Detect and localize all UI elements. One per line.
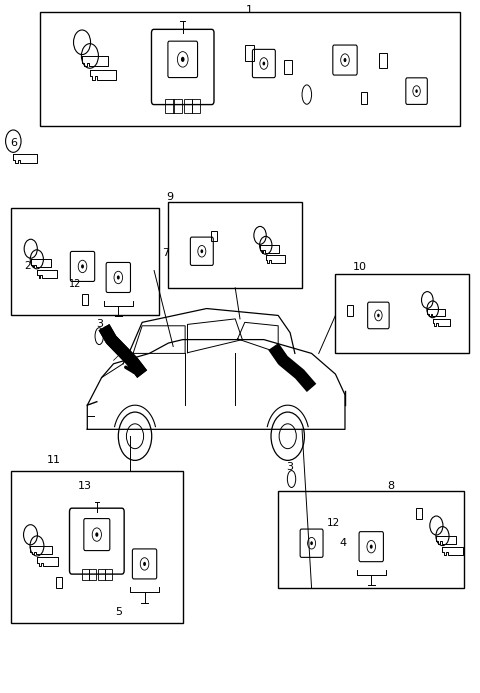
Circle shape [181,57,184,62]
Circle shape [377,314,380,317]
Text: 1: 1 [246,5,253,15]
Bar [379,53,387,67]
Bar [347,305,353,316]
Text: 3: 3 [96,319,103,328]
Bar [11,209,159,315]
Circle shape [81,264,84,268]
Circle shape [263,62,265,65]
Bar [278,491,464,588]
Bar [168,202,302,288]
Text: 13: 13 [78,481,92,491]
Text: 11: 11 [47,455,61,466]
Circle shape [415,89,418,93]
Circle shape [96,532,98,537]
Text: 6: 6 [10,138,17,148]
Bar [245,45,254,62]
Text: 2: 2 [24,261,31,271]
Bar [89,569,96,581]
Bar [56,577,62,588]
Circle shape [117,275,120,279]
Circle shape [310,541,313,545]
Text: 4: 4 [339,538,346,548]
Text: 5: 5 [115,607,122,617]
Text: 3: 3 [287,462,294,473]
Text: 9: 9 [166,193,173,202]
Text: 12: 12 [69,279,82,289]
Bar [82,294,88,306]
Bar [284,60,291,73]
Bar [336,274,469,353]
Bar [361,92,367,104]
Bar [166,99,174,112]
Circle shape [143,562,146,566]
Text: 10: 10 [353,262,367,272]
Text: 7: 7 [162,248,169,258]
Circle shape [370,545,372,549]
Circle shape [344,58,347,62]
Circle shape [201,249,203,253]
Bar [416,508,422,519]
Bar [184,99,192,112]
Text: 12: 12 [326,518,340,527]
Text: 8: 8 [387,481,394,491]
Bar [98,569,105,581]
Bar [39,12,459,125]
Bar [105,569,112,581]
Bar [173,99,182,112]
Bar [192,99,200,112]
Bar [82,569,89,581]
Bar [211,231,217,241]
Bar [11,471,183,622]
